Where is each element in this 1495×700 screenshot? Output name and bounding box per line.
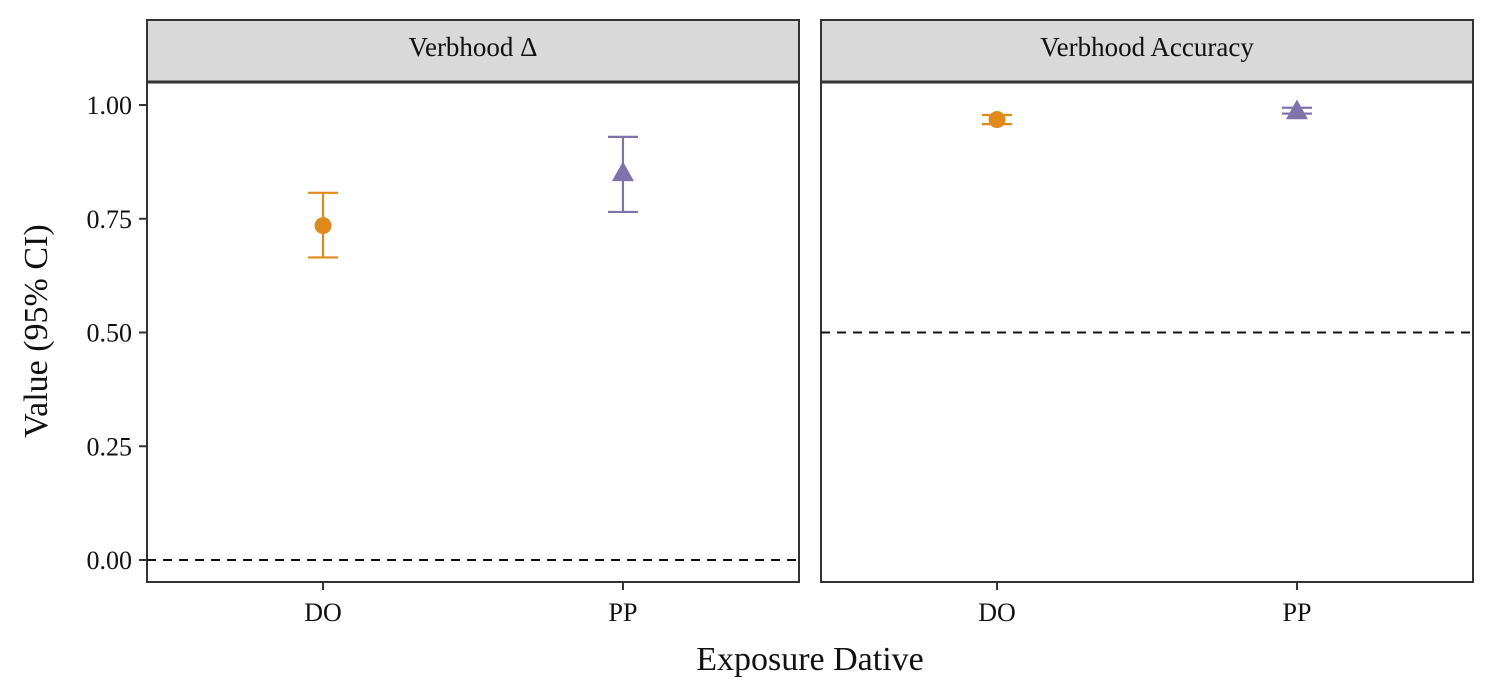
panel-title: Verbhood Accuracy: [1040, 32, 1254, 62]
panel-strip: [820, 19, 1474, 83]
panels-layer: Verbhood Δ DO PP Verbhood Accuracy DO PP: [146, 19, 1474, 627]
data-point-do: [988, 111, 1006, 129]
y-tick-label: 0.00: [87, 546, 133, 575]
y-axis: 0.00 0.25 0.50 0.75 1.00: [87, 91, 147, 575]
y-tick-label: 0.75: [87, 205, 133, 234]
data-point-do: [314, 217, 332, 235]
x-axis-title: Exposure Dative: [696, 641, 924, 678]
panel-1: Verbhood Δ DO PP: [146, 19, 800, 627]
panel-plot-area: [146, 81, 800, 583]
x-tick-label: DO: [304, 598, 342, 627]
y-axis-title: Value (95% CI): [18, 224, 55, 437]
panel-title: Verbhood Δ: [408, 32, 537, 62]
x-tick-label: PP: [1282, 598, 1311, 627]
y-tick-label: 0.25: [87, 432, 133, 461]
x-tick-label: DO: [978, 598, 1016, 627]
y-tick-label: 0.50: [87, 319, 133, 348]
panel-strip: [146, 19, 800, 83]
y-tick-label: 1.00: [87, 91, 133, 120]
data-point-pp: [611, 161, 634, 182]
panel-2: Verbhood Accuracy DO PP: [820, 19, 1474, 627]
x-tick-label: PP: [608, 598, 637, 627]
data-point-pp: [1285, 99, 1308, 120]
